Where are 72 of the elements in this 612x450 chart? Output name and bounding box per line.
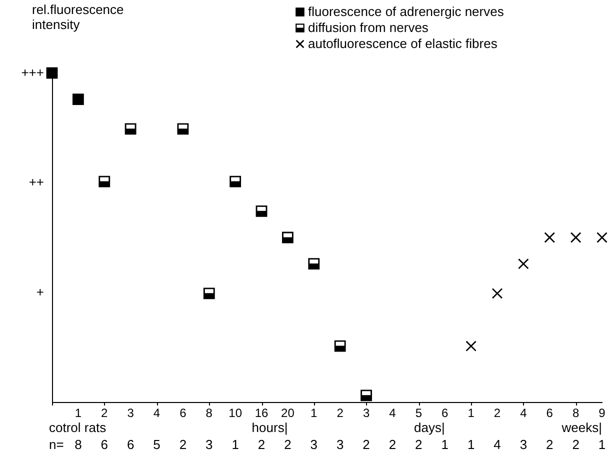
point (72, 94, 84, 106)
point (46, 67, 58, 79)
x-tick-label: 4 (389, 406, 396, 420)
x-tick-label: 6 (442, 406, 449, 420)
point (177, 123, 189, 135)
text: ++ (28, 174, 44, 190)
text: 1 (598, 437, 606, 450)
text: 3 (206, 437, 213, 450)
x-tick-label: 20 (281, 406, 295, 420)
text: + (36, 284, 44, 300)
text: 6 (126, 437, 134, 450)
text: 5 (153, 437, 160, 450)
point (334, 340, 346, 352)
x-tick-label: 9 (598, 406, 606, 420)
text: +++ (21, 65, 44, 80)
text: hours| (252, 420, 288, 435)
x-tick-label: 3 (127, 406, 134, 420)
x-tick-label: 16 (254, 406, 269, 420)
point (360, 390, 372, 402)
text: days| (414, 420, 445, 435)
legend-label: autofluorescence of elastic fibres (308, 36, 498, 51)
x-tick-label: 3 (362, 406, 370, 420)
x-tick-label: 1 (74, 406, 82, 420)
text: 2 (546, 437, 554, 450)
point (544, 232, 556, 243)
point (492, 288, 503, 299)
point (230, 176, 242, 188)
x-tick-label: 10 (228, 406, 242, 420)
x-tick-label: 2 (336, 406, 344, 420)
x-tick-label: 4 (153, 406, 160, 420)
legend-label: diffusion from nerves (308, 20, 429, 35)
x-tick-label: 1 (310, 406, 318, 420)
legend-label: fluorescence of adrenergic nerves (308, 4, 504, 19)
point (570, 232, 582, 243)
point (282, 232, 294, 244)
point (308, 258, 320, 270)
text: 2 (572, 437, 580, 450)
text: 6 (100, 437, 108, 450)
x-tick-label: 1 (468, 406, 475, 420)
x-tick-label: 6 (180, 406, 187, 420)
x-tick-label: 4 (520, 406, 528, 420)
x-tick-label: 2 (494, 406, 501, 420)
text: 4 (494, 437, 501, 450)
point (256, 205, 268, 217)
text: 2 (284, 437, 292, 450)
text: 8 (74, 437, 82, 450)
text: 1 (232, 437, 239, 450)
point (518, 258, 529, 270)
text: cotrol rats (49, 420, 107, 435)
y-axis-title: rel.fluorescence intensity (32, 2, 124, 32)
text: 2 (258, 437, 266, 450)
x-tick-label: 6 (546, 406, 554, 420)
point (466, 340, 476, 352)
text: 3 (520, 437, 528, 450)
point (98, 176, 110, 188)
text: 1 (441, 437, 448, 450)
text: 2 (415, 437, 422, 450)
text: 3 (310, 437, 318, 450)
text: n= (49, 437, 64, 450)
point (124, 123, 136, 135)
text: 2 (362, 437, 370, 450)
point (596, 232, 608, 243)
text: 3 (336, 437, 344, 450)
x-tick-label: 8 (572, 406, 580, 420)
x-tick-label: 2 (101, 406, 108, 420)
text: 2 (388, 437, 396, 450)
text: 2 (179, 437, 187, 450)
point (203, 288, 215, 300)
x-tick-label: 5 (415, 406, 422, 420)
text: weeks| (560, 420, 602, 435)
x-tick-label: 8 (206, 406, 213, 420)
text: 1 (467, 437, 475, 450)
